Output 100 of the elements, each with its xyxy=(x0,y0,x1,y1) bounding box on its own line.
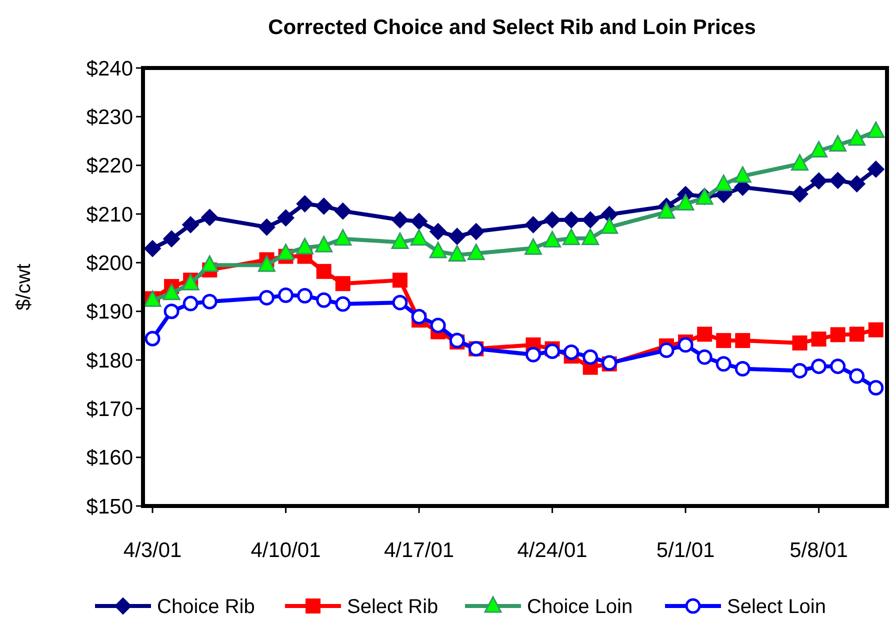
point xyxy=(811,332,826,347)
point xyxy=(315,236,333,252)
point xyxy=(334,202,352,220)
point xyxy=(430,318,446,334)
point xyxy=(258,218,276,236)
point xyxy=(411,308,427,324)
point xyxy=(868,322,884,338)
y-tick-label: $190 xyxy=(86,300,133,324)
point xyxy=(562,211,580,228)
point xyxy=(564,344,580,360)
point xyxy=(678,337,694,353)
point xyxy=(448,228,466,245)
point xyxy=(315,198,332,215)
point xyxy=(334,229,352,246)
x-tick-label: 4/10/01 xyxy=(250,539,321,562)
point xyxy=(316,264,332,279)
point xyxy=(849,326,864,342)
point xyxy=(316,292,332,308)
point xyxy=(468,223,485,240)
point xyxy=(600,217,618,234)
point xyxy=(525,346,541,362)
point xyxy=(658,202,676,219)
point xyxy=(410,212,428,230)
point xyxy=(448,245,466,262)
point xyxy=(829,172,846,189)
x-tick-label: 4/24/01 xyxy=(517,539,588,562)
point xyxy=(714,174,732,192)
point xyxy=(277,209,294,226)
point xyxy=(697,326,712,342)
point xyxy=(391,211,408,228)
point xyxy=(144,240,162,258)
point xyxy=(544,211,561,228)
point xyxy=(582,228,600,246)
point xyxy=(182,216,200,234)
point xyxy=(335,276,350,292)
point xyxy=(296,195,314,212)
point xyxy=(696,349,712,365)
point xyxy=(734,166,752,183)
y-tick-label: $160 xyxy=(86,446,133,470)
point xyxy=(544,231,562,248)
point xyxy=(144,330,160,346)
point xyxy=(164,304,180,320)
point xyxy=(867,122,885,138)
point xyxy=(258,290,274,306)
point xyxy=(716,333,732,348)
point xyxy=(868,380,884,396)
point xyxy=(829,135,847,152)
point xyxy=(582,211,599,228)
point xyxy=(391,232,409,249)
point xyxy=(201,208,218,226)
point xyxy=(202,294,218,310)
point xyxy=(182,296,198,312)
point xyxy=(430,223,447,240)
y-tick-label: $180 xyxy=(86,349,133,372)
point xyxy=(830,358,846,374)
y-tick-label: $220 xyxy=(86,154,133,178)
y-tick-label: $240 xyxy=(86,57,133,80)
point xyxy=(867,160,884,178)
point xyxy=(830,327,846,342)
point xyxy=(791,186,808,203)
point xyxy=(200,255,218,272)
point xyxy=(792,335,808,350)
point xyxy=(392,272,408,288)
y-tick-label: $150 xyxy=(86,495,133,518)
point xyxy=(849,368,865,384)
x-tick-label: 4/17/01 xyxy=(384,539,454,562)
chart-title: Corrected Choice and Select Rib and Loin Prices xyxy=(268,16,756,39)
point xyxy=(296,238,314,254)
y-tick-label: $170 xyxy=(86,398,133,422)
point xyxy=(791,154,808,171)
point xyxy=(524,238,542,255)
point xyxy=(658,342,674,358)
point xyxy=(810,140,828,158)
point xyxy=(734,361,750,377)
point xyxy=(162,284,180,300)
x-tick-label: 5/8/01 xyxy=(790,539,848,562)
point xyxy=(335,296,351,312)
y-tick-label: $210 xyxy=(86,203,133,226)
legend-label: Choice Rib xyxy=(157,596,255,618)
legend-label: Select Loin xyxy=(727,596,826,618)
point xyxy=(676,194,694,211)
point xyxy=(467,244,485,260)
y-axis-title: $/cwt xyxy=(13,263,35,310)
point xyxy=(735,333,750,348)
point xyxy=(277,244,295,260)
y-tick-label: $200 xyxy=(86,252,133,276)
point xyxy=(410,229,428,246)
point xyxy=(811,358,827,374)
point xyxy=(810,172,828,190)
y-tick-label: $230 xyxy=(86,106,133,130)
point xyxy=(524,216,542,234)
point xyxy=(429,242,447,258)
point xyxy=(792,362,808,378)
legend-label: Choice Loin xyxy=(527,596,633,618)
point xyxy=(716,356,732,372)
point xyxy=(600,206,618,223)
point xyxy=(278,288,294,304)
legend-label: Select Rib xyxy=(347,596,438,618)
point xyxy=(848,175,866,192)
point xyxy=(848,129,866,146)
